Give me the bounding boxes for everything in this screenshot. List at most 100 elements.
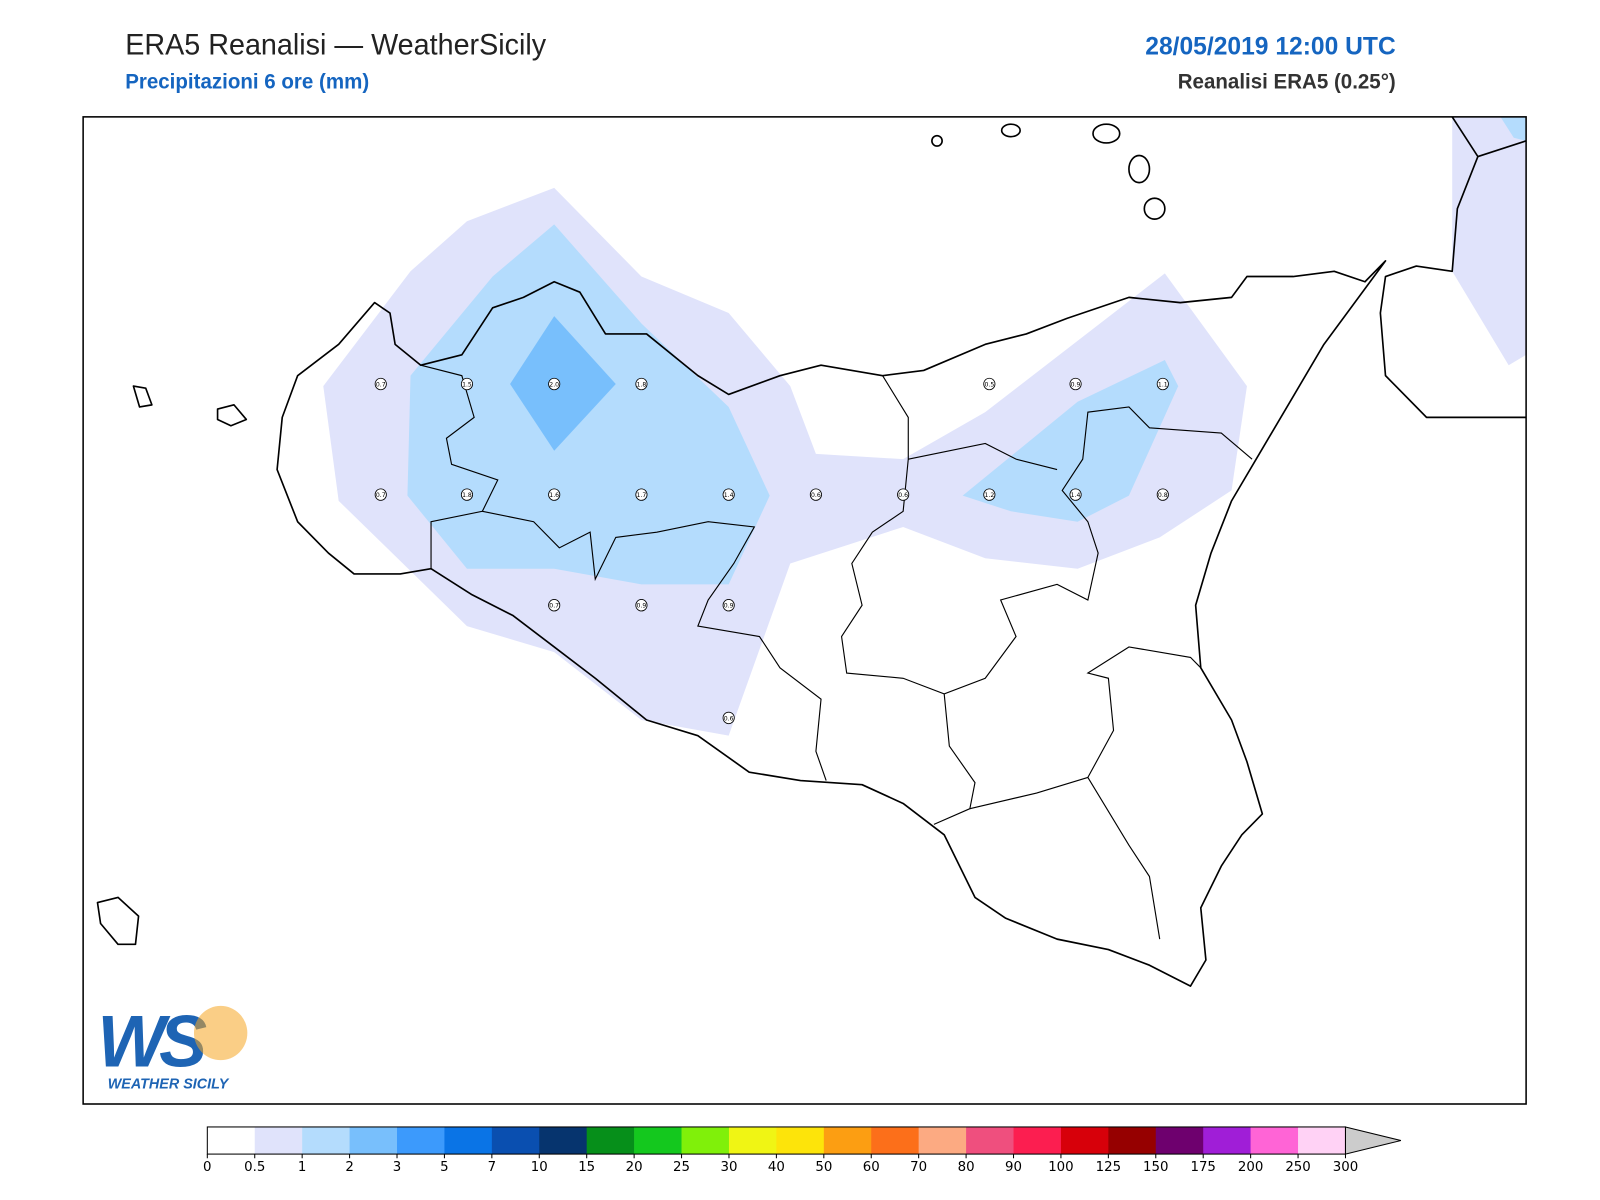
title: ERA5 Reanalisi — WeatherSicily [125,29,546,61]
colorbar-swatch [1250,1126,1299,1155]
station-value: 0.5 [984,381,994,388]
station-marker [548,488,561,501]
island [96,896,140,946]
station-marker [722,711,735,725]
island [1128,154,1151,184]
station-marker [635,599,648,612]
colorbar: 0 0.5 1 2 3 5 7 10 15 20 25 30 40 50 60 70 80 90 100 125 150… [203,1126,1402,1175]
station-value: 0.9 [1071,381,1081,388]
colorbar-swatch [539,1126,588,1155]
province-border [969,776,1161,940]
colorbar-swatch [302,1126,350,1155]
station-marker [635,488,648,501]
station-value: 0.7 [376,381,386,388]
colorbar-tick-label: 3 [393,1160,401,1175]
island [1000,123,1021,138]
station-value: 1.4 [1071,492,1081,499]
colorbar-tick-label: 70 [910,1160,927,1175]
map [96,116,1527,987]
province-border [933,693,976,825]
colorbar-swatch [586,1126,635,1155]
station-value: 1.8 [462,492,472,499]
subtitle: Precipitazioni 6 ore (mm) [125,71,369,94]
coastline [1477,140,1527,158]
station-value: 0.6 [898,492,908,499]
station-value: 1.6 [549,492,559,499]
colorbar-tick-label: 100 [1048,1160,1073,1175]
colorbar-tick-label: 15 [578,1160,595,1175]
province-border [1086,646,1202,778]
colorbar-tick-label: 250 [1285,1160,1310,1175]
colorbar-swatch [207,1126,256,1155]
colorbar-swatch [1203,1126,1251,1155]
precip-area [1500,116,1527,141]
station-value: 0.8 [1158,492,1168,499]
map-frame [82,116,1527,1105]
colorbar-tick-label: 60 [863,1160,880,1175]
colorbar-tick-label: 40 [768,1160,785,1175]
logo-sun [193,1005,248,1061]
colorbar-swatch [444,1126,493,1155]
station-marker [374,377,387,391]
station-value: 2.0 [549,381,559,388]
station-marker [460,377,474,391]
colorbar-tick-label: 5 [440,1160,448,1175]
station-value: 0.6 [811,492,821,499]
province-border [482,510,827,781]
colorbar-tick-label: 25 [673,1160,690,1175]
colorbar-swatch [1298,1126,1346,1155]
station-marker [460,488,474,501]
colorbar-tick-label: 50 [815,1160,832,1175]
colorbar-swatch [491,1126,540,1155]
colorbar-tick-label: 90 [1005,1160,1022,1175]
logo-mark: WS [97,1001,206,1083]
precip-area [962,360,1179,522]
island [216,404,248,427]
station-value: 1.2 [984,492,994,499]
station-marker [1069,488,1082,501]
station-value: 0.9 [637,603,647,610]
station-marker [983,488,996,501]
station-marker [374,488,387,501]
colorbar-extend [1344,1126,1402,1155]
station-marker [983,377,996,391]
station-marker [548,377,561,391]
datetime: 28/05/2019 12:00 UTC [1145,33,1396,60]
colorbar-tick-label: 175 [1190,1160,1215,1175]
colorbar-tick-label: 2 [345,1160,353,1175]
colorbar-swatch [1108,1126,1157,1155]
colorbar-tick-label: 80 [958,1160,975,1175]
colorbar-swatch [871,1126,919,1155]
colorbar-tick-label: 30 [720,1160,737,1175]
island [1092,123,1121,144]
logo: WS WEATHER SICILY [97,1001,248,1092]
station-value: 0.6 [724,715,734,722]
island [1143,197,1166,220]
model-info: Reanalisi ERA5 (0.25°) [1178,71,1396,94]
colorbar-tick-label: 150 [1143,1160,1168,1175]
station-marker [635,377,648,391]
station-value: 1.8 [637,381,647,388]
coastline [276,260,1387,987]
colorbar-swatch [1155,1126,1204,1155]
station-value: 0.9 [724,603,734,610]
colorbar-swatch [349,1126,398,1155]
province-border [908,442,1058,471]
colorbar-swatch [254,1126,303,1155]
province-border [840,375,1253,695]
station-marker [809,488,822,501]
station-value: 1.4 [724,492,734,499]
colorbar-swatch [634,1126,682,1155]
colorbar-swatch [1060,1126,1109,1155]
colorbar-swatch [397,1126,445,1155]
station-marker [1156,377,1169,391]
station-value: 1.1 [1158,381,1168,388]
colorbar-swatch [823,1126,872,1155]
logo-name: WEATHER SICILY [108,1076,230,1092]
colorbar-swatch [728,1126,777,1155]
colorbar-tick-label: 300 [1333,1160,1358,1175]
station-value: 0.7 [549,603,559,610]
colorbar-tick-label: 7 [488,1160,496,1175]
colorbar-tick-label: 0.5 [244,1160,265,1175]
